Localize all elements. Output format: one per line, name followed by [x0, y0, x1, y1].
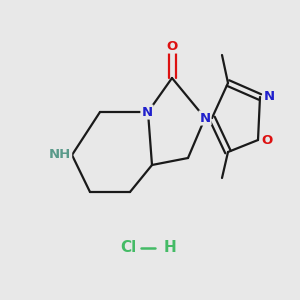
- Text: Cl: Cl: [120, 241, 136, 256]
- Text: N: N: [141, 106, 153, 118]
- Text: O: O: [167, 40, 178, 52]
- Text: N: N: [263, 91, 274, 103]
- Text: NH: NH: [49, 148, 71, 161]
- Text: N: N: [200, 112, 211, 124]
- Text: H: H: [164, 241, 176, 256]
- Text: O: O: [261, 134, 273, 146]
